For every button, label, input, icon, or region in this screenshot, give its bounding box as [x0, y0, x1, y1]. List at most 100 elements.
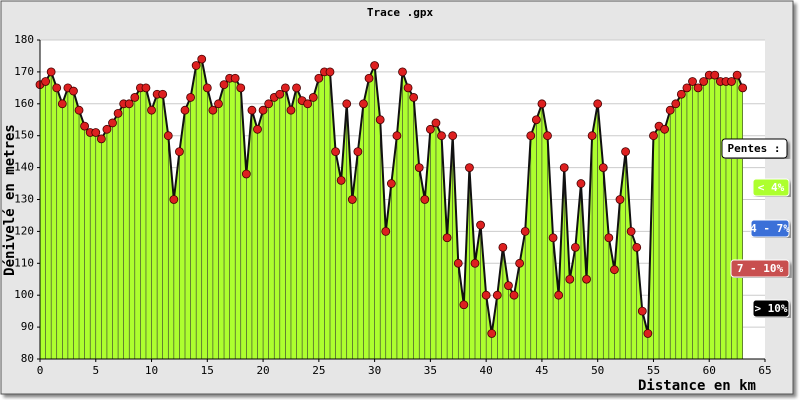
point [264, 99, 274, 109]
point [660, 124, 670, 134]
point [308, 93, 318, 102]
point [102, 124, 112, 134]
point [548, 233, 558, 243]
point [247, 105, 257, 115]
point [437, 131, 446, 141]
y-tick-label: 120 [14, 224, 34, 237]
point [280, 83, 290, 93]
x-tick-label: 25 [312, 364, 325, 377]
point [292, 83, 301, 93]
x-tick-label: 50 [591, 364, 604, 377]
point [671, 99, 681, 109]
point [336, 175, 346, 185]
legend-swatch [730, 259, 790, 278]
legend-swatch [752, 299, 790, 318]
point [727, 77, 736, 86]
point [531, 115, 541, 125]
point [665, 105, 675, 115]
point [559, 163, 569, 173]
point [230, 73, 240, 83]
point [141, 83, 151, 93]
point [448, 131, 458, 141]
point [481, 290, 491, 300]
point [314, 73, 324, 83]
point [420, 195, 430, 204]
point [46, 67, 56, 77]
x-tick-label: 0 [37, 364, 44, 377]
legend-label: 7 - 10% [737, 262, 784, 275]
point [241, 169, 251, 179]
point [610, 265, 619, 275]
point [526, 131, 536, 141]
y-tick-label: 160 [14, 97, 34, 110]
point [487, 329, 497, 338]
legend-label: 4 - 7% [750, 222, 790, 235]
legend-title-box [721, 138, 788, 159]
point [74, 105, 84, 115]
point [637, 306, 647, 316]
point [41, 77, 50, 86]
y-tick-label: 110 [14, 256, 34, 269]
point [598, 163, 608, 173]
point [710, 70, 720, 80]
point [331, 147, 340, 157]
point [325, 67, 335, 77]
legend-label: < 4% [758, 181, 785, 194]
point [688, 77, 697, 86]
point [632, 242, 642, 252]
point [593, 99, 603, 109]
point [359, 99, 368, 109]
point [398, 67, 407, 77]
point [509, 290, 519, 300]
point [80, 121, 90, 131]
point [258, 105, 268, 115]
point [180, 105, 190, 115]
point [554, 290, 564, 300]
x-tick-label: 20 [256, 364, 269, 377]
point [442, 233, 452, 243]
point [57, 99, 67, 109]
point [236, 83, 246, 93]
point [147, 105, 156, 115]
point [699, 77, 709, 86]
point [470, 258, 480, 268]
point [587, 131, 597, 141]
legend-swatch [750, 219, 790, 238]
point [476, 220, 485, 230]
point [347, 195, 357, 204]
point [286, 105, 296, 115]
y-tick-label: 140 [14, 161, 34, 174]
point [425, 124, 435, 134]
point [615, 195, 625, 204]
point [208, 105, 218, 115]
point [414, 163, 424, 173]
point [515, 258, 525, 268]
x-tick-label: 65 [758, 364, 771, 377]
point [191, 61, 201, 70]
point [175, 147, 184, 157]
point [364, 73, 374, 83]
x-tick-label: 30 [368, 364, 381, 377]
point [158, 89, 168, 99]
x-tick-label: 15 [201, 364, 214, 377]
point [275, 89, 285, 99]
point [520, 226, 530, 236]
point [498, 242, 508, 252]
point [96, 134, 106, 144]
point [626, 226, 636, 236]
point [403, 83, 413, 93]
point [375, 115, 385, 125]
point [682, 83, 692, 93]
point [303, 99, 313, 109]
point [69, 86, 78, 96]
point [392, 131, 402, 141]
y-tick-label: 90 [21, 320, 34, 333]
y-tick-label: 170 [14, 65, 34, 78]
point [621, 147, 630, 157]
point [163, 131, 173, 141]
point [643, 329, 653, 338]
x-axis-label: Distance en km [638, 378, 756, 394]
point [108, 118, 117, 128]
point [576, 179, 586, 188]
legend-label: > 10% [754, 302, 787, 315]
